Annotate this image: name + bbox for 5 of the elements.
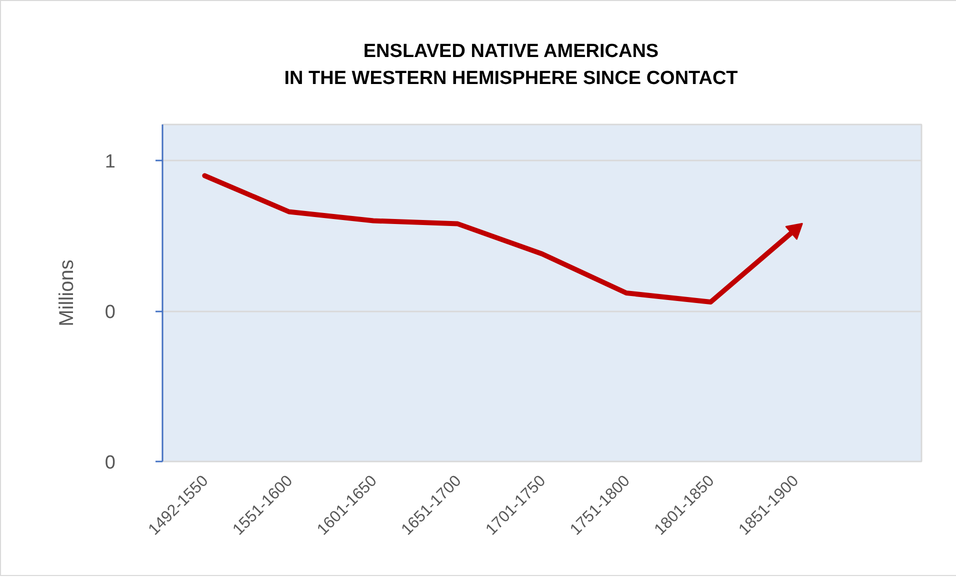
y-axis-title: Millions <box>56 260 78 326</box>
y-tick-label: 1 <box>104 152 116 173</box>
chart-title: ENSLAVED NATIVE AMERICANS IN THE WESTERN HEMISPHERE SINCE CONTACT <box>284 40 738 91</box>
y-tick-label: 0 <box>104 302 116 324</box>
y-tick-label: 0 <box>104 452 116 474</box>
